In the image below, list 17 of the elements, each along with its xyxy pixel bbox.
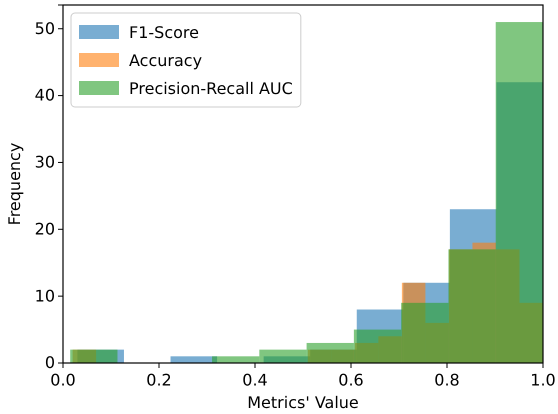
x-tick-label: 0.0: [50, 370, 76, 390]
x-axis-title: Metrics' Value: [247, 393, 359, 412]
legend-label: Accuracy: [129, 51, 202, 70]
x-tick-label: 0.8: [434, 370, 460, 390]
x-tick-label: 0.4: [242, 370, 268, 390]
y-axis-title: Frequency: [5, 142, 24, 226]
x-tick-label: 0.6: [338, 370, 364, 390]
y-tick-label: 20: [34, 219, 55, 238]
y-tick-label: 30: [34, 152, 55, 172]
y-tick-label: 40: [34, 86, 55, 105]
y-tick-label: 10: [34, 286, 55, 306]
x-tick-label: 1.0: [530, 370, 556, 390]
legend-label: Precision-Recall AUC: [129, 79, 293, 98]
x-tick-label: 0.2: [146, 370, 172, 390]
legend-label: F1-Score: [129, 23, 199, 42]
y-tick-label: 0: [44, 353, 55, 372]
y-tick-label: 50: [34, 18, 55, 38]
